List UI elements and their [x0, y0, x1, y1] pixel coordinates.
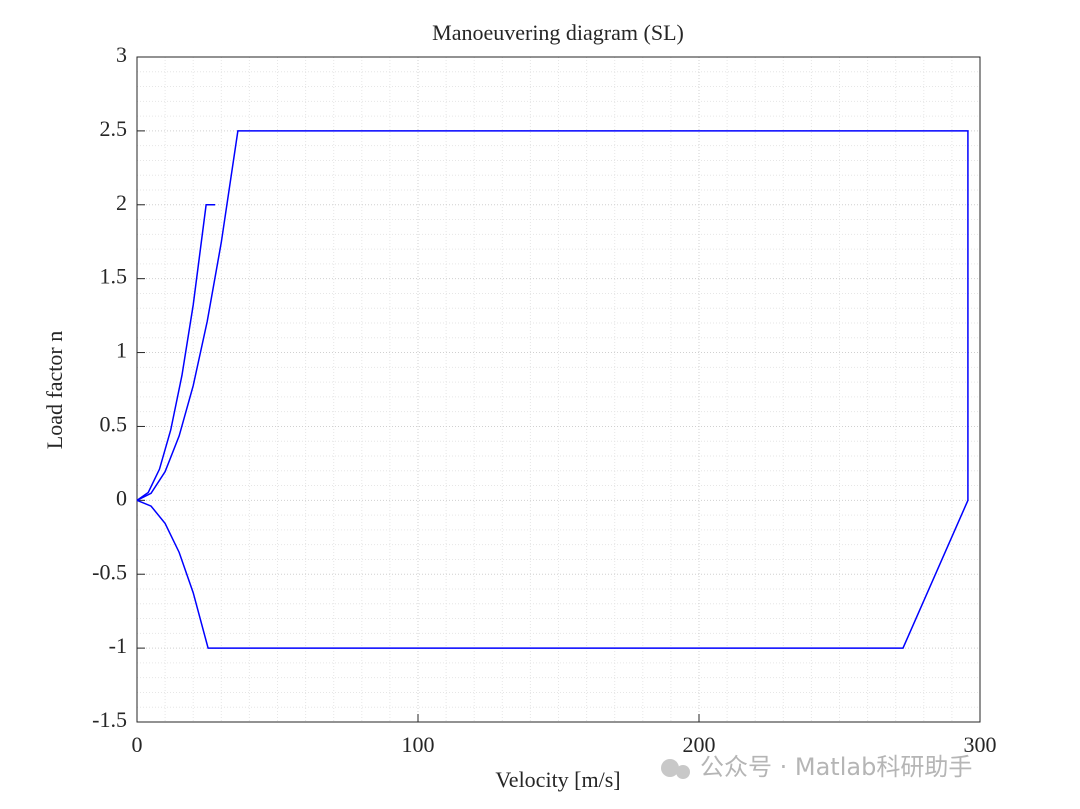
- y-tick-label: 0.5: [100, 411, 128, 436]
- x-tick-label: 100: [402, 732, 435, 757]
- x-tick-label: 0: [132, 732, 143, 757]
- watermark-icon: [676, 765, 690, 779]
- chart-title: Manoeuvering diagram (SL): [432, 20, 684, 45]
- line: [136, 204, 216, 501]
- x-axis-label: Velocity [m/s]: [495, 767, 620, 792]
- y-axis-label: Load factor n: [42, 331, 67, 450]
- x-tick-label: 200: [683, 732, 716, 757]
- x-tick-label: 300: [964, 732, 997, 757]
- y-tick-label: 1.5: [100, 264, 128, 289]
- plot-area: [137, 57, 980, 722]
- y-tick-label: -0.5: [92, 559, 127, 584]
- y-tick-label: 2.5: [100, 116, 128, 141]
- line: [136, 130, 969, 649]
- watermark-icon: [661, 759, 679, 777]
- y-tick-label: 0: [116, 485, 127, 510]
- y-tick-label: 2: [116, 190, 127, 215]
- y-tick-label: 3: [116, 42, 127, 67]
- watermark: 公众号 · Matlab科研助手: [661, 753, 972, 781]
- y-tick-label: 1: [116, 338, 127, 363]
- y-tick-label: -1: [109, 633, 127, 658]
- axes-box: [136, 56, 981, 723]
- watermark-text: 公众号 · Matlab科研助手: [700, 753, 972, 781]
- y-tick-label: -1.5: [92, 707, 127, 732]
